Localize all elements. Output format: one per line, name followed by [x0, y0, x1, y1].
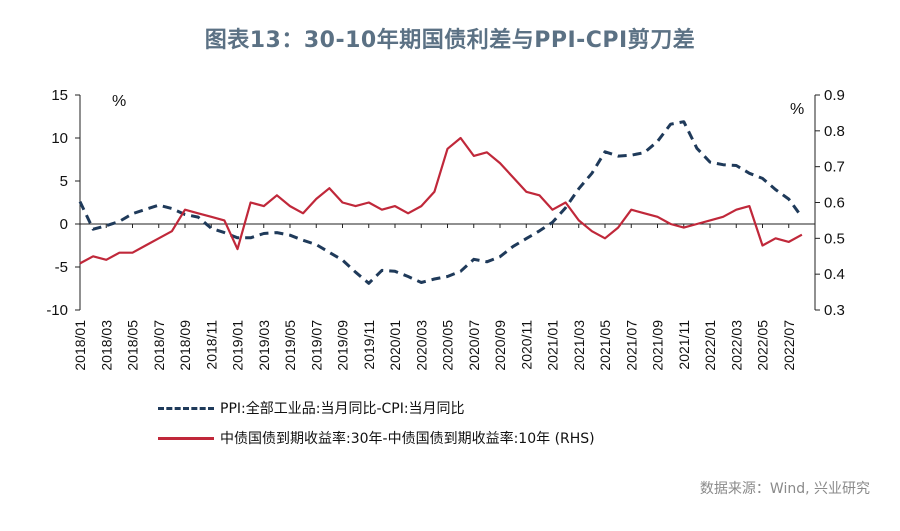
x-tick-label: 2020/05 [440, 320, 456, 371]
left-tick-label: 0 [60, 216, 68, 233]
x-tick-label: 2018/01 [72, 320, 88, 371]
legend-swatch-dashed [158, 406, 214, 410]
x-tick-label: 2018/09 [177, 320, 193, 371]
x-tick-label: 2021/01 [545, 320, 561, 371]
left-axis-unit: % [112, 93, 126, 110]
left-tick-label: -5 [55, 259, 68, 276]
series-line-ppi-cpi [78, 120, 804, 285]
right-axis-unit: % [790, 101, 804, 118]
left-tick-label: 10 [51, 130, 68, 147]
series-line-bond-spread [79, 136, 803, 265]
x-tick-label: 2021/07 [623, 320, 639, 371]
right-tick-label: 0.8 [824, 123, 845, 140]
x-tick-label: 2019/01 [230, 320, 246, 371]
legend-item-bond-spread: 中债国债到期收益率:30年-中债国债到期收益率:10年 (RHS) [158, 428, 595, 448]
legend-label-ppi-cpi: PPI:全部工业品:当月同比-CPI:当月同比 [220, 401, 465, 417]
right-tick-label: 0.6 [824, 195, 845, 212]
x-tick-label: 2022/05 [755, 320, 771, 371]
right-tick-label: 0.4 [824, 266, 845, 283]
x-tick-label: 2018/05 [125, 320, 141, 371]
left-tick-label: 5 [60, 173, 68, 190]
x-tick-label: 2022/07 [781, 320, 797, 371]
x-tick-label: 2019/11 [361, 320, 377, 370]
x-tick-label: 2019/07 [308, 320, 324, 371]
x-tick-label: 2018/11 [203, 320, 219, 370]
x-tick-label: 2020/11 [518, 320, 534, 370]
x-tick-label: 2020/07 [466, 320, 482, 371]
x-tick-label: 2018/03 [98, 320, 114, 371]
source-note: 数据来源：Wind, 兴业研究 [699, 481, 870, 497]
x-tick-label: 2020/03 [413, 320, 429, 371]
legend-label-bond-spread: 中债国债到期收益率:30年-中债国债到期收益率:10年 (RHS) [220, 431, 595, 447]
x-tick-label: 2020/01 [387, 320, 403, 371]
legend-item-ppi-cpi: PPI:全部工业品:当月同比-CPI:当月同比 [158, 398, 465, 418]
right-tick-label: 0.5 [824, 230, 845, 247]
x-tick-label: 2021/03 [571, 320, 587, 371]
x-tick-label: 2021/05 [597, 320, 613, 371]
right-tick-label: 0.7 [824, 159, 845, 176]
legend-swatch-solid [158, 436, 214, 440]
x-tick-label: 2021/09 [650, 320, 666, 371]
x-tick-label: 2019/09 [335, 320, 351, 371]
x-tick-label: 2021/11 [676, 320, 692, 370]
x-tick-label: 2022/03 [728, 320, 744, 371]
chart-title: 图表13：30-10年期国债利差与PPI-CPI剪刀差 [204, 28, 696, 53]
x-tick-label: 2019/05 [282, 320, 298, 371]
x-tick-label: 2020/09 [492, 320, 508, 371]
x-tick-label: 2022/01 [702, 320, 718, 371]
right-tick-label: 0.9 [824, 87, 845, 104]
x-tick-label: 2019/03 [256, 320, 272, 371]
left-tick-label: 15 [51, 87, 68, 104]
left-tick-label: -10 [46, 302, 68, 319]
right-tick-label: 0.3 [824, 302, 845, 319]
x-tick-label: 2018/07 [151, 320, 167, 371]
